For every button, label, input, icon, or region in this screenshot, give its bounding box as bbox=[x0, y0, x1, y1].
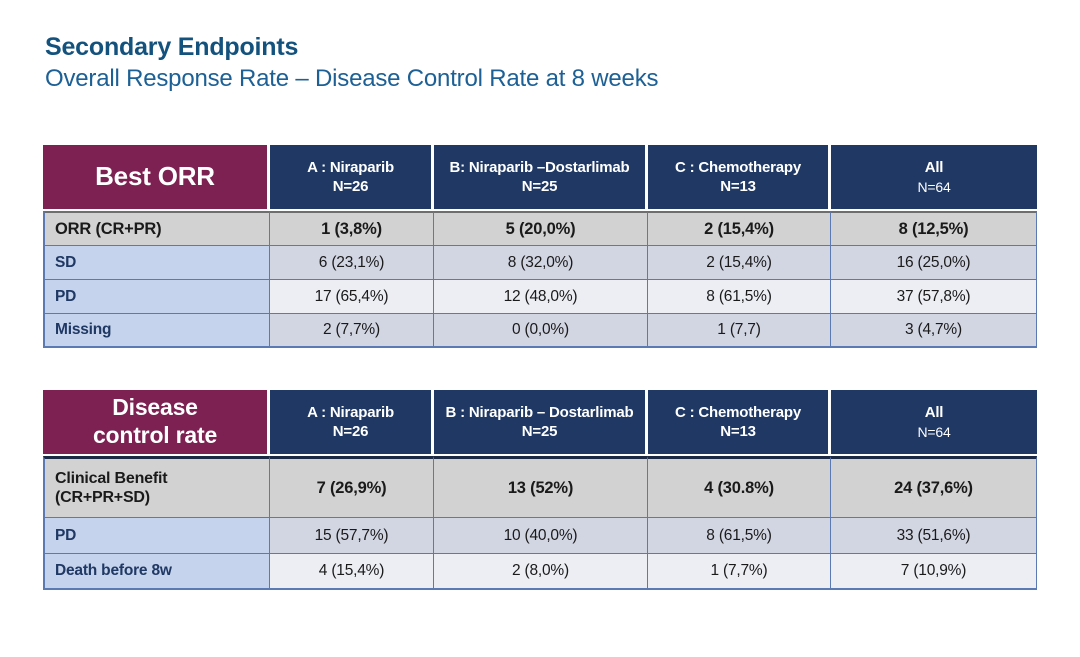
value-cell: 4 (30.8%) bbox=[648, 456, 831, 518]
value-cell: 24 (37,6%) bbox=[831, 456, 1037, 518]
disease-control-rate-table: Disease control rate A : Niraparib N=26 … bbox=[43, 390, 1037, 590]
table2-corner-cell: Disease control rate bbox=[43, 390, 270, 456]
table2-header-all: All N=64 bbox=[831, 390, 1037, 456]
value-cell: 17 (65,4%) bbox=[270, 280, 434, 314]
value-cell: 0 (0,0%) bbox=[434, 314, 648, 348]
table2-header-arm-a: A : Niraparib N=26 bbox=[270, 390, 434, 456]
value-cell: 37 (57,8%) bbox=[831, 280, 1037, 314]
value-cell: 1 (3,8%) bbox=[270, 211, 434, 246]
table2-row-label-death-before-8w: Death before 8w bbox=[43, 554, 270, 590]
table1-header-all: All N=64 bbox=[831, 145, 1037, 211]
table2-row-label-pd: PD bbox=[43, 518, 270, 554]
table2-corner-label-line2: control rate bbox=[92, 422, 218, 448]
table2-header-arm-c: C : Chemotherapy N=13 bbox=[648, 390, 831, 456]
value-cell: 16 (25,0%) bbox=[831, 246, 1037, 280]
value-cell: 8 (61,5%) bbox=[648, 280, 831, 314]
value-cell: 2 (15,4%) bbox=[648, 246, 831, 280]
value-cell: 1 (7,7) bbox=[648, 314, 831, 348]
value-cell: 2 (8,0%) bbox=[434, 554, 648, 590]
value-cell: 13 (52%) bbox=[434, 456, 648, 518]
table1-row-label-missing: Missing bbox=[43, 314, 270, 348]
value-cell: 2 (15,4%) bbox=[648, 211, 831, 246]
table1-row-label-pd: PD bbox=[43, 280, 270, 314]
title-block: Secondary Endpoints Overall Response Rat… bbox=[45, 33, 659, 94]
table1-row-label-orr: ORR (CR+PR) bbox=[43, 211, 270, 246]
table2-header-arm-b: B : Niraparib – Dostarlimab N=25 bbox=[434, 390, 648, 456]
slide-title: Secondary Endpoints bbox=[45, 33, 299, 61]
value-cell: 12 (48,0%) bbox=[434, 280, 648, 314]
value-cell: 8 (32,0%) bbox=[434, 246, 648, 280]
value-cell: 7 (26,9%) bbox=[270, 456, 434, 518]
table1-corner-cell: Best ORR bbox=[43, 145, 270, 211]
value-cell: 15 (57,7%) bbox=[270, 518, 434, 554]
table1-header-arm-a: A : Niraparib N=26 bbox=[270, 145, 434, 211]
value-cell: 6 (23,1%) bbox=[270, 246, 434, 280]
value-cell: 3 (4,7%) bbox=[831, 314, 1037, 348]
table1-header-arm-c: C : Chemotherapy N=13 bbox=[648, 145, 831, 211]
value-cell: 5 (20,0%) bbox=[434, 211, 648, 246]
best-orr-table: Best ORR A : Niraparib N=26 B: Niraparib… bbox=[43, 145, 1037, 348]
table1-corner-label: Best ORR bbox=[95, 161, 215, 192]
value-cell: 1 (7,7%) bbox=[648, 554, 831, 590]
table1-header-arm-b: B: Niraparib –Dostarlimab N=25 bbox=[434, 145, 648, 211]
table1-row-label-sd: SD bbox=[43, 246, 270, 280]
value-cell: 8 (12,5%) bbox=[831, 211, 1037, 246]
table2-row-label-clinical-benefit: Clinical Benefit (CR+PR+SD) bbox=[43, 456, 270, 518]
table2-corner-label-line1: Disease bbox=[112, 394, 198, 421]
value-cell: 7 (10,9%) bbox=[831, 554, 1037, 590]
slide-subtitle: Overall Response Rate – Disease Control … bbox=[45, 64, 659, 92]
value-cell: 33 (51,6%) bbox=[831, 518, 1037, 554]
value-cell: 4 (15,4%) bbox=[270, 554, 434, 590]
value-cell: 8 (61,5%) bbox=[648, 518, 831, 554]
value-cell: 10 (40,0%) bbox=[434, 518, 648, 554]
value-cell: 2 (7,7%) bbox=[270, 314, 434, 348]
